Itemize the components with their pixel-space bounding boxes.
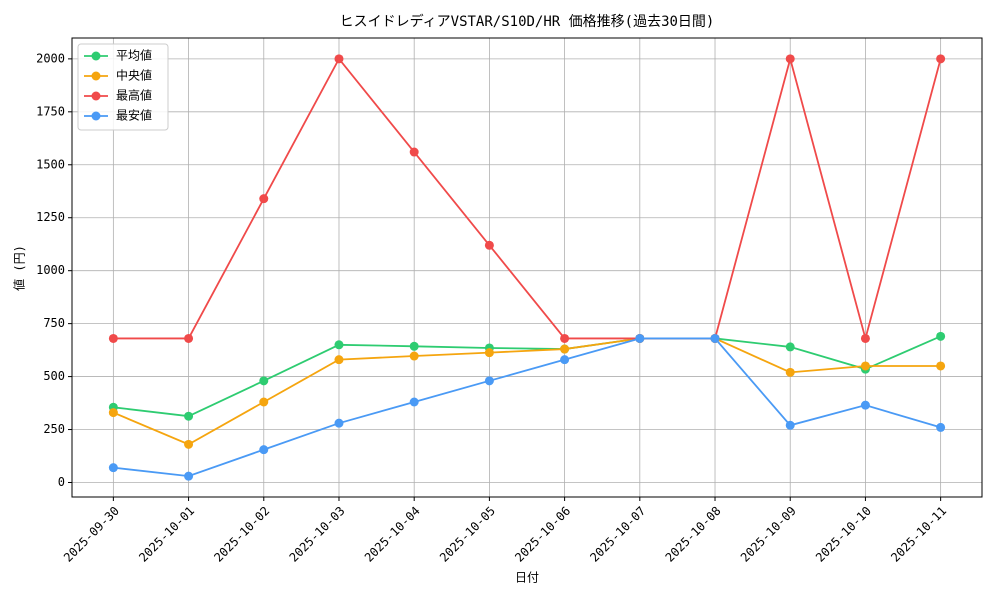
legend-label: 最安値	[116, 108, 152, 123]
point	[409, 341, 419, 351]
point	[936, 331, 946, 341]
y-tick-label: 1750	[36, 104, 65, 118]
point	[635, 333, 645, 343]
plot-frame	[71, 37, 983, 498]
point	[860, 361, 870, 371]
point	[710, 333, 720, 343]
y-tick-label: 1500	[36, 157, 65, 171]
point	[334, 418, 344, 428]
point	[936, 361, 946, 371]
point	[785, 420, 795, 430]
point	[860, 333, 870, 343]
legend-label: 最高値	[116, 88, 152, 103]
point	[259, 397, 269, 407]
y-tick-label: 1000	[36, 263, 65, 277]
point	[484, 376, 494, 386]
point	[259, 376, 269, 386]
y-axis-label: 値 (円)	[12, 245, 27, 291]
series-line	[113, 335, 941, 418]
y-tick-label: 250	[43, 422, 65, 436]
y-tick-label: 750	[43, 316, 65, 330]
y-tick-label: 0	[58, 475, 65, 489]
point	[484, 348, 494, 358]
point	[560, 333, 570, 343]
point	[259, 194, 269, 204]
series-line	[113, 337, 941, 478]
point	[484, 240, 494, 250]
point	[409, 147, 419, 157]
series-line	[113, 337, 941, 446]
point	[409, 351, 419, 361]
point	[334, 54, 344, 64]
point	[560, 344, 570, 354]
point	[936, 422, 946, 432]
legend-marker	[91, 111, 101, 121]
chart-title: ヒスイドレディアVSTAR/S10D/HR 価格推移(過去30日間)	[340, 13, 715, 30]
point	[108, 333, 118, 343]
point	[560, 355, 570, 365]
point	[936, 54, 946, 64]
point	[184, 471, 194, 481]
legend-label: 中央値	[116, 68, 152, 83]
point	[184, 411, 194, 421]
point	[785, 54, 795, 64]
y-tick-label: 2000	[36, 51, 65, 65]
legend-marker	[91, 71, 101, 81]
point	[259, 445, 269, 455]
legend-marker	[91, 51, 101, 61]
point	[409, 397, 419, 407]
legend-box	[77, 43, 169, 131]
point	[184, 333, 194, 343]
point	[334, 340, 344, 350]
y-tick-label: 1250	[36, 210, 65, 224]
point	[785, 342, 795, 352]
point	[108, 408, 118, 418]
point	[108, 463, 118, 473]
legend-label: 平均値	[116, 48, 152, 63]
series-line	[113, 55, 942, 342]
y-tick-label: 500	[43, 369, 65, 383]
point	[184, 439, 194, 449]
point	[334, 355, 344, 365]
legend-marker	[91, 91, 101, 101]
point	[785, 367, 795, 377]
x-axis-label: 日付	[515, 571, 539, 585]
point	[860, 400, 870, 410]
